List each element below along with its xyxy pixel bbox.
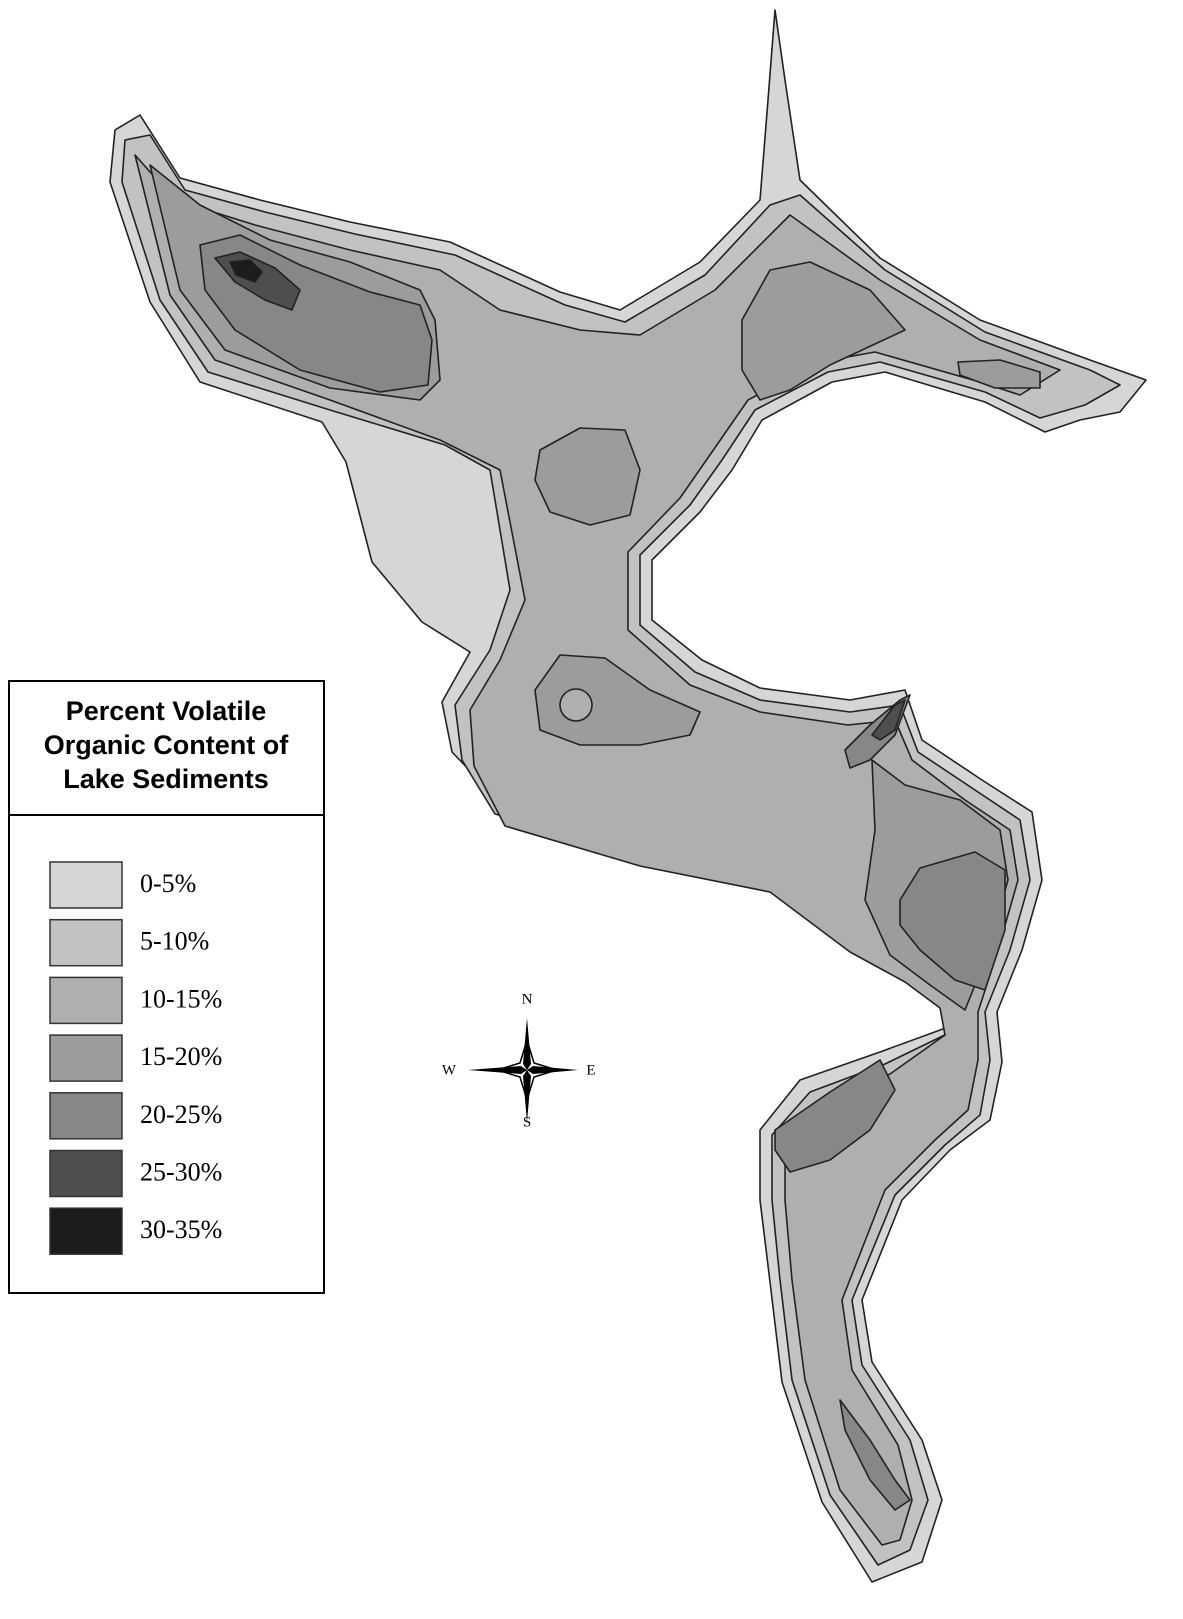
legend-label: 10-15% (140, 984, 222, 1013)
compass-label: W (442, 1062, 457, 1078)
legend-title: Percent Volatile (66, 696, 267, 726)
zone (560, 689, 592, 721)
legend: Percent Volatile Organic Content of Lake S… (9, 681, 324, 1293)
compass-needle (523, 1018, 531, 1070)
legend-swatch (50, 1208, 122, 1254)
legend-swatch (50, 1151, 122, 1197)
legend-swatch (50, 920, 122, 966)
legend-label: 5-10% (140, 927, 209, 956)
legend-swatch (50, 1035, 122, 1081)
legend-label: 0-5% (140, 869, 196, 898)
compass-needle (468, 1066, 527, 1074)
compass: N S W E (442, 991, 596, 1130)
legend-title: Lake Sediments (63, 764, 269, 794)
legend-label: 15-20% (140, 1042, 222, 1071)
compass-label: S (523, 1114, 531, 1130)
compass-needle (527, 1066, 578, 1074)
legend-title: Organic Content of (44, 730, 289, 760)
legend-swatch (50, 862, 122, 908)
legend-label: 30-35% (140, 1215, 222, 1244)
legend-label: 20-25% (140, 1100, 222, 1129)
legend-swatch (50, 1093, 122, 1139)
compass-label: E (586, 1062, 595, 1078)
legend-swatch (50, 977, 122, 1023)
compass-label: N (522, 991, 533, 1007)
map: N S W E Percent Volatile Organic Content … (0, 0, 1183, 1619)
legend-label: 25-30% (140, 1157, 222, 1186)
